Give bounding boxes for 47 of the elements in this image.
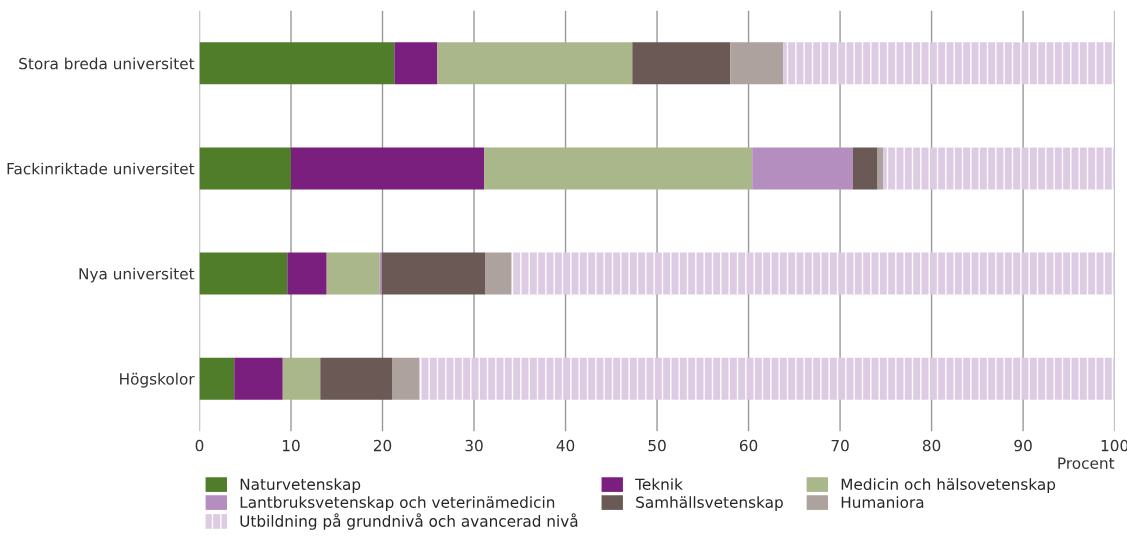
y-tick-label: Fackinriktade universitet [7, 162, 195, 175]
bar [282, 357, 321, 400]
legend-label: Medicin och hälsovetenskap [841, 478, 1056, 493]
bar [485, 252, 512, 295]
x-tick-label: 70 [831, 439, 849, 452]
bar [320, 357, 393, 400]
x-tick-label: 60 [739, 439, 758, 452]
bar [394, 42, 438, 85]
y-tick-label: Stora breda universitet [19, 57, 195, 70]
bar [883, 147, 1115, 190]
x-tick-label: 40 [556, 439, 575, 452]
bar [419, 357, 1115, 400]
legend-label: Utbildning på grundnivå och avancerad nivå [240, 513, 578, 530]
legend-label: Samhällsvetenskap [636, 496, 783, 511]
bar [290, 147, 485, 190]
bar [381, 252, 485, 295]
legend-label: Naturvetenskap [240, 478, 361, 493]
x-tick-label: 50 [648, 439, 666, 452]
y-tick-label: Nya universitet [79, 267, 195, 283]
x-tick-label: 0 [195, 439, 204, 452]
bar [730, 42, 784, 85]
legend-label: Lantbruksvetenskap och veterinämedicin [240, 496, 555, 511]
legend-label: Humaniora [841, 496, 924, 508]
x-axis-title: Procent [1058, 457, 1115, 469]
legend-label: Teknik [635, 478, 683, 490]
bar [199, 147, 291, 190]
bar [783, 42, 1115, 85]
bar [199, 252, 288, 295]
bar [437, 42, 633, 85]
x-tick-label: 90 [1014, 439, 1032, 452]
x-tick-label: 30 [465, 439, 483, 452]
bar [632, 42, 731, 85]
bar [199, 42, 395, 85]
bar [199, 357, 235, 400]
bar [326, 252, 380, 295]
bar [484, 147, 753, 190]
bar [287, 252, 327, 295]
x-tick-label: 10 [282, 439, 300, 452]
x-tick-label: 80 [922, 439, 941, 452]
bar [511, 252, 1115, 295]
bar [877, 147, 884, 190]
bar [852, 147, 878, 190]
bar [752, 147, 853, 190]
x-tick-label: 20 [373, 439, 392, 452]
y-tick-label: Högskolor [120, 372, 195, 388]
bar [234, 357, 283, 400]
bar [392, 357, 420, 400]
